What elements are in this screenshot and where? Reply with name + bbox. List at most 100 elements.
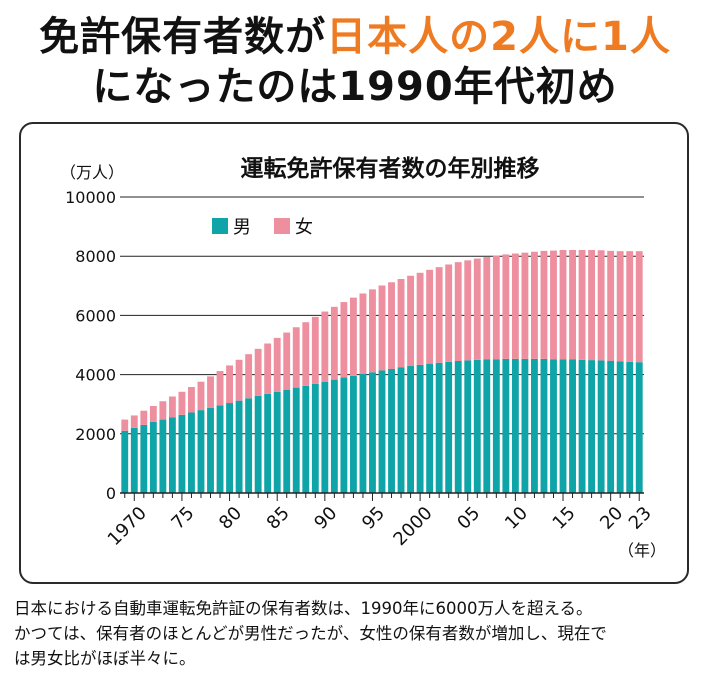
bar-female xyxy=(140,410,148,425)
bar-female xyxy=(407,275,415,367)
chart-panel xyxy=(19,122,689,584)
caption: 日本における自動車運転免許証の保有者数は、1990年に6000万人を超える。 か… xyxy=(14,596,704,671)
bar-female xyxy=(330,306,338,380)
bar-female xyxy=(349,297,357,376)
y-tick-label: 2000 xyxy=(75,425,116,444)
bar-male xyxy=(445,361,453,493)
bar-male xyxy=(140,424,148,493)
bar-male xyxy=(607,360,615,493)
bar-female xyxy=(464,260,472,361)
bar-female xyxy=(388,282,395,369)
bar-female xyxy=(254,348,262,396)
bar-female xyxy=(511,253,519,359)
bar-male xyxy=(521,358,529,493)
bar-female xyxy=(483,257,491,360)
x-tick-label: 20 xyxy=(596,503,627,534)
x-tick-label: 85 xyxy=(263,503,294,534)
bar-male xyxy=(407,366,415,493)
x-tick-label: 2000 xyxy=(389,503,436,550)
bar-female xyxy=(302,322,310,386)
legend-label-female: 女 xyxy=(295,217,313,238)
bar-female xyxy=(226,365,233,404)
bar-male xyxy=(264,393,272,493)
bar-female xyxy=(588,249,596,361)
bar-female xyxy=(597,250,605,361)
x-tick-label: 80 xyxy=(215,503,246,534)
bar-male xyxy=(283,389,291,493)
bar-female xyxy=(473,258,481,360)
legend-label-male: 男 xyxy=(233,217,251,238)
bar-male xyxy=(616,361,624,493)
y-tick-label: 8000 xyxy=(75,247,116,266)
headline-line-2: になったのは1990年代初め xyxy=(92,64,618,110)
bar-female xyxy=(416,272,424,365)
bar-female xyxy=(445,264,453,362)
bar-female xyxy=(235,359,243,401)
bar-male xyxy=(550,359,557,493)
bar-male xyxy=(464,360,472,493)
bar-male xyxy=(292,387,300,493)
bar-female xyxy=(492,255,500,360)
bar-male xyxy=(559,359,567,493)
bar-male xyxy=(369,372,376,493)
x-tick-label: 1970 xyxy=(104,503,151,550)
bar-female xyxy=(635,251,643,363)
bar-male xyxy=(540,358,548,493)
bar-female xyxy=(454,262,462,361)
chart-title: 運転免許保有者数の年別推移 xyxy=(241,155,540,182)
bar-male xyxy=(435,362,443,493)
bar-female xyxy=(559,249,567,360)
x-tick-label: 10 xyxy=(501,503,532,534)
y-tick-label: 10000 xyxy=(65,188,116,207)
bar-female xyxy=(569,249,576,360)
bar-male xyxy=(597,360,605,493)
bar-male xyxy=(207,407,214,493)
x-tick-label: 90 xyxy=(310,503,341,534)
bar-male xyxy=(188,412,195,493)
x-axis-unit-label: （年） xyxy=(618,541,666,560)
bar-male xyxy=(340,377,348,493)
bar-female xyxy=(531,251,538,359)
y-tick-label: 6000 xyxy=(75,306,116,325)
x-tick-label: 15 xyxy=(549,503,580,534)
y-tick-label: 0 xyxy=(106,484,116,503)
bar-female xyxy=(159,401,167,420)
x-tick-label: 05 xyxy=(453,503,484,534)
bar-male xyxy=(416,364,424,493)
bar-female xyxy=(369,289,376,373)
bar-male xyxy=(197,410,205,493)
bar-male xyxy=(588,360,596,493)
bar-male xyxy=(130,427,138,493)
bar-male xyxy=(502,358,510,493)
bar-female xyxy=(550,250,557,360)
caption-line-1: 日本における自動車運転免許証の保有者数は、1990年に6000万人を超える。 xyxy=(14,599,593,618)
bar-male xyxy=(216,405,224,493)
x-tick-label: 23 xyxy=(625,503,656,534)
bar-female xyxy=(540,250,548,359)
headline-line-1-part: 免許保有者数が xyxy=(39,14,327,60)
bar-male xyxy=(330,379,338,493)
bar-male xyxy=(321,381,329,493)
legend-swatch-female xyxy=(274,218,290,234)
bar-female xyxy=(378,285,386,371)
bar-female xyxy=(321,311,329,382)
bar-male xyxy=(626,361,634,493)
bar-male xyxy=(473,359,481,493)
bar-male xyxy=(483,359,491,493)
bar-male xyxy=(159,419,167,493)
bar-female xyxy=(426,269,434,364)
x-tick-label: 95 xyxy=(358,503,389,534)
bar-male xyxy=(349,375,357,493)
bar-male xyxy=(426,363,434,493)
bar-male xyxy=(245,398,253,493)
bar-female xyxy=(435,267,443,363)
bar-female xyxy=(168,396,176,418)
bar-female xyxy=(273,337,281,392)
bar-female xyxy=(311,316,319,384)
bar-female xyxy=(616,251,624,362)
bar-male xyxy=(511,358,519,493)
bar-female xyxy=(607,250,615,361)
bar-female xyxy=(188,387,195,413)
bar-female xyxy=(121,419,129,431)
